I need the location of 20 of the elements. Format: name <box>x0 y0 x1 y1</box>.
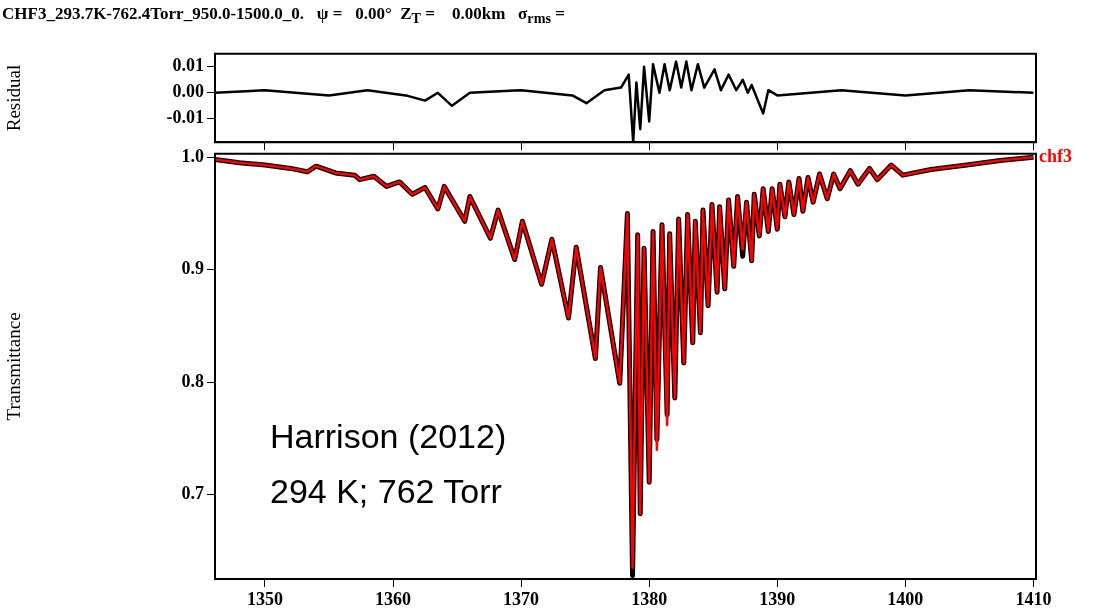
annotation: 294 K; 762 Torr <box>270 472 502 511</box>
chart-title: CHF3_293.7K-762.4Torr_950.0-1500.0_0. ψ = 0.00° Z$_{T}$ = 0.00km σ$_{rms}$ = <box>2 4 565 28</box>
x-tick-label: 1400 <box>887 589 924 610</box>
y-tick-label: 1.0 <box>181 145 204 166</box>
x-tick-label: 1370 <box>503 589 540 610</box>
x-tick-label: 1390 <box>759 589 796 610</box>
x-tick-label: 1360 <box>375 589 412 610</box>
x-tick-label: 1410 <box>1015 589 1052 610</box>
series-label: chf3 <box>1039 145 1072 166</box>
y-tick-label: -0.01 <box>166 107 204 128</box>
y-tick-label: 0.8 <box>181 370 204 391</box>
x-tick-label: 1350 <box>246 589 283 610</box>
annotation: Harrison (2012) <box>270 417 507 456</box>
y-tick-label: 0.9 <box>181 258 204 279</box>
x-tick-label: 1380 <box>631 589 668 610</box>
y-axis-title: Residual <box>3 64 25 132</box>
y-tick-label: 0.00 <box>172 81 204 102</box>
y-tick-label: 0.7 <box>181 483 204 504</box>
y-axis-title: Transmittance <box>3 312 25 421</box>
y-tick-label: 0.01 <box>172 55 204 76</box>
